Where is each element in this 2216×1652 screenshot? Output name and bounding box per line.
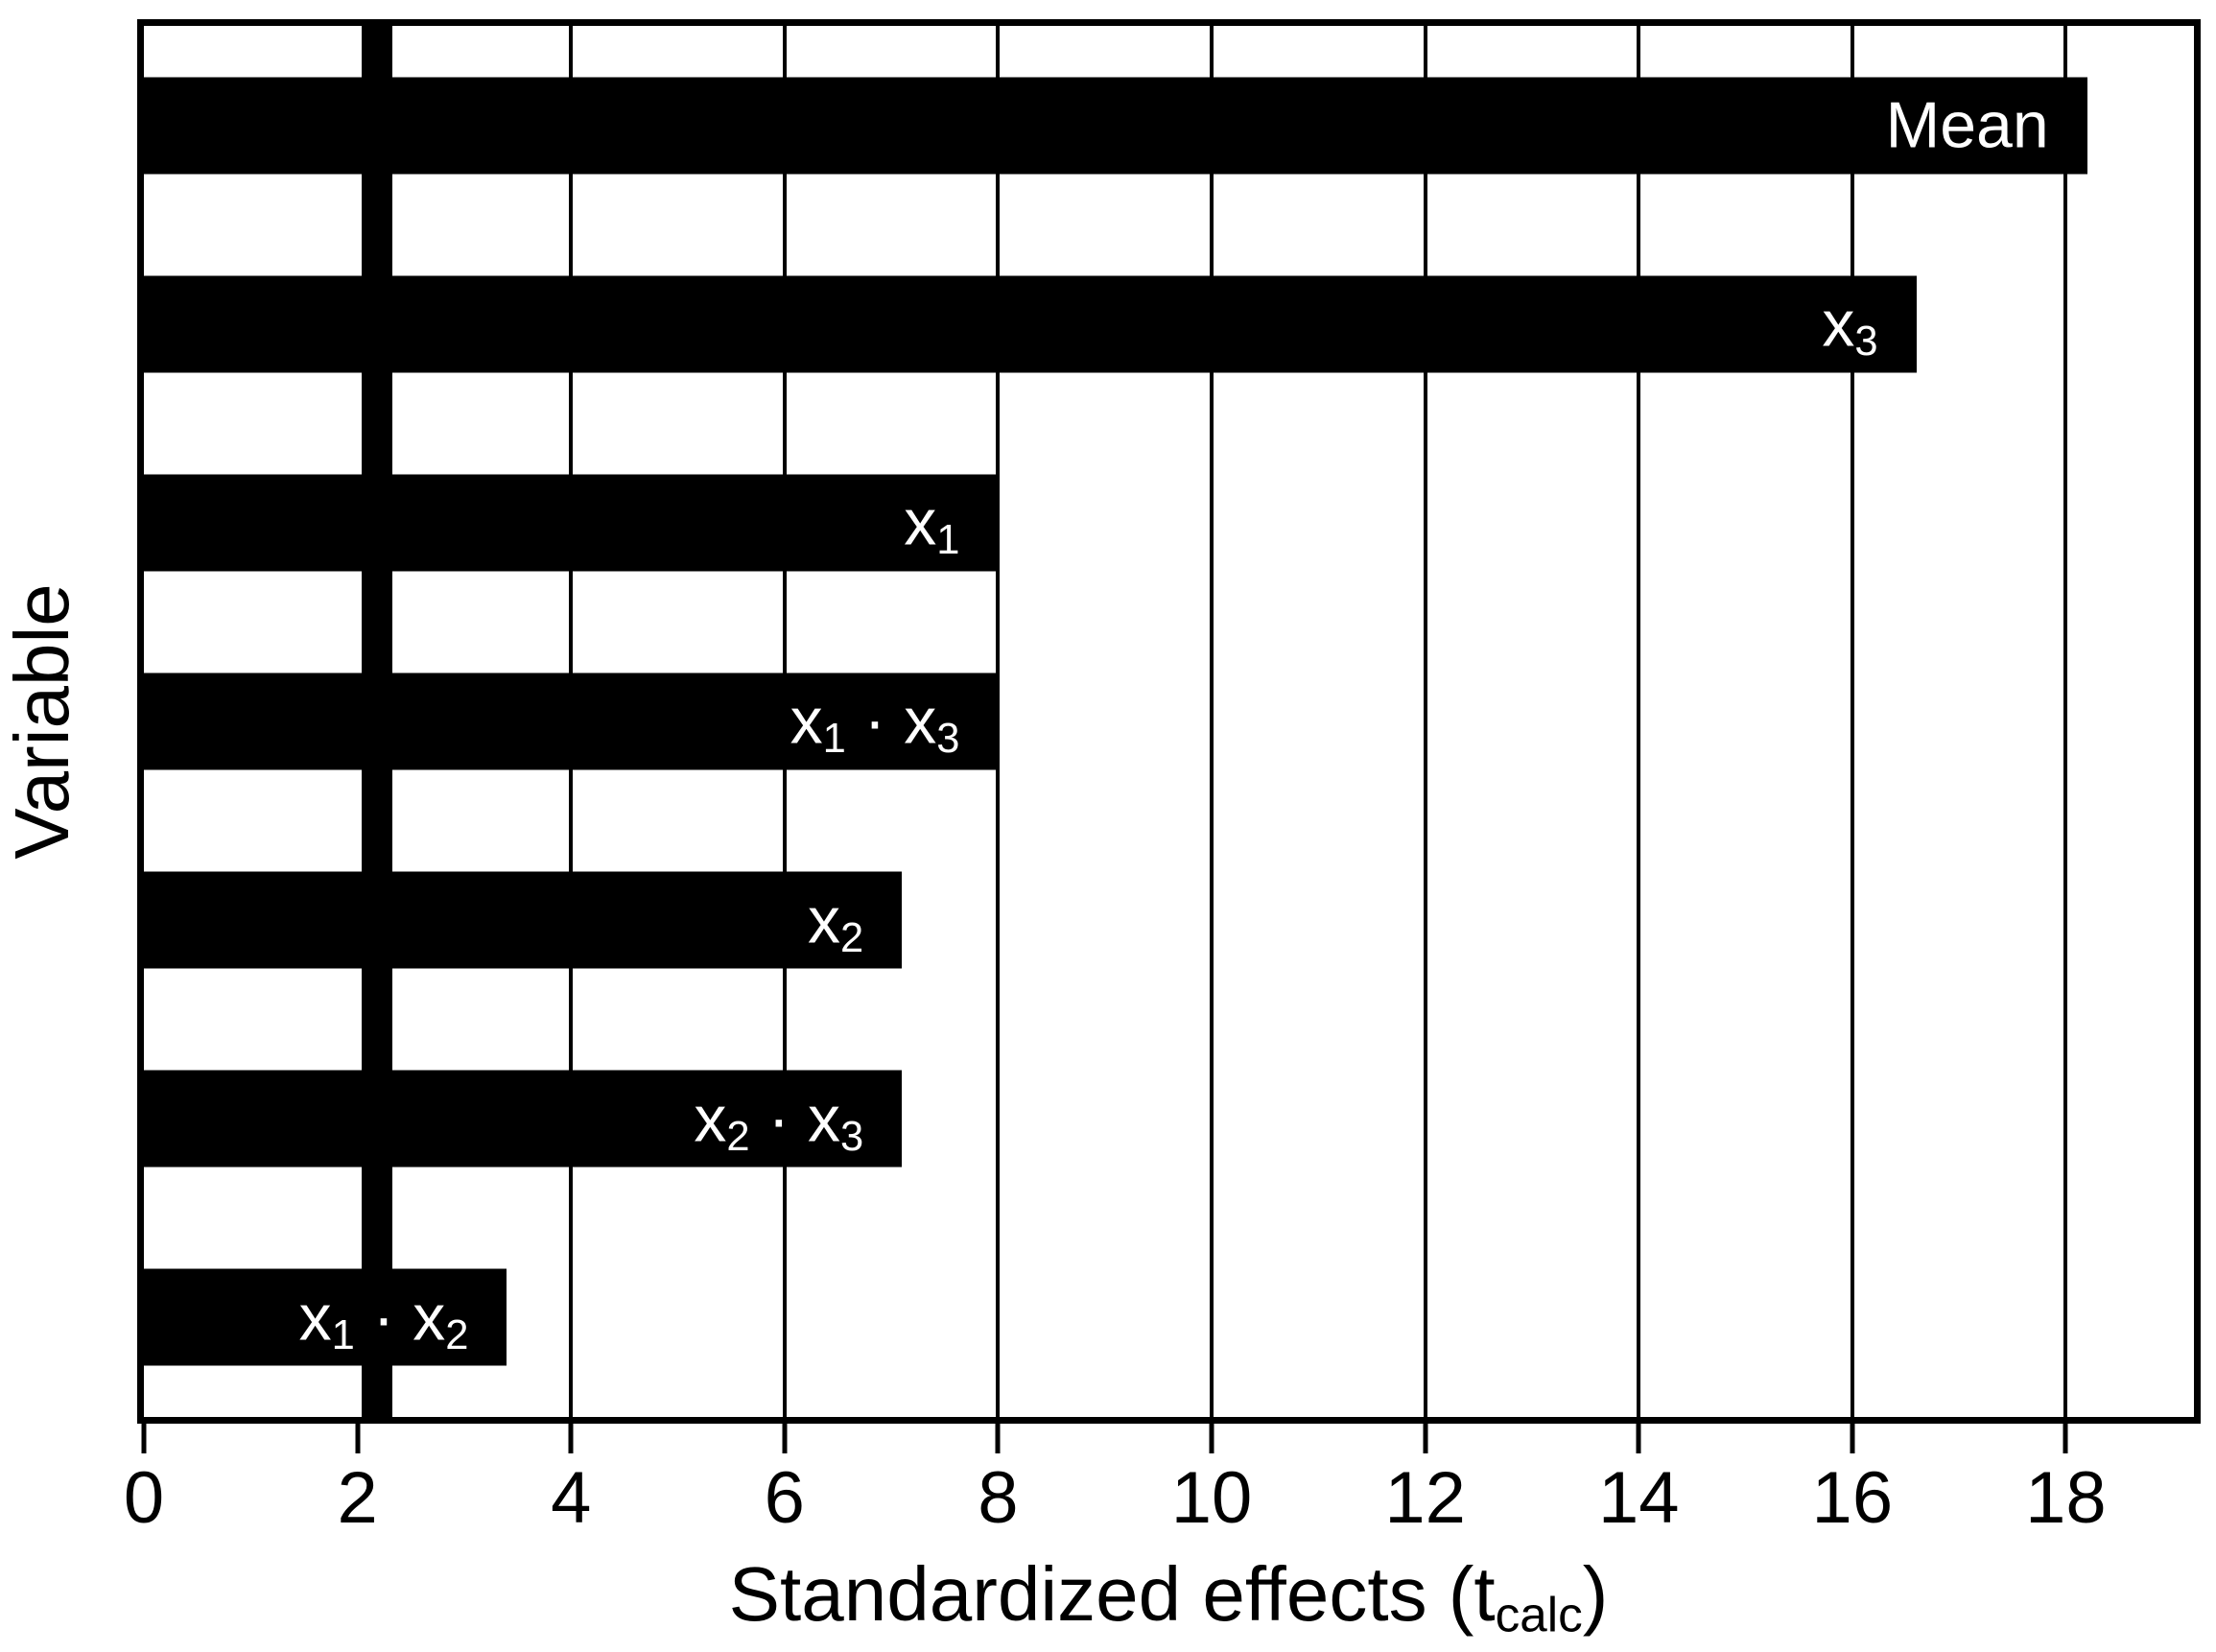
x-tick <box>782 1424 788 1453</box>
bar-row: x1 · x3 <box>144 622 2194 820</box>
x-tick <box>995 1424 1001 1453</box>
bar-row: x2 <box>144 821 2194 1020</box>
x-tick <box>2063 1424 2068 1453</box>
bar: x2 <box>144 871 903 969</box>
x-tick-label: 0 <box>123 1457 165 1539</box>
x-tick <box>141 1424 147 1453</box>
gridline <box>1637 26 1641 1417</box>
x-tick <box>1636 1424 1641 1453</box>
bar-label: x3 <box>1822 287 1878 366</box>
bar: x1 · x3 <box>144 673 999 770</box>
x-tick-label: 10 <box>1170 1457 1253 1539</box>
gridline <box>2063 26 2068 1417</box>
bar-row: x1 <box>144 423 2194 622</box>
x-tick <box>1209 1424 1214 1453</box>
bar-label: Mean <box>1885 88 2049 162</box>
x-tick <box>355 1424 361 1453</box>
x-tick-label: 6 <box>764 1457 805 1539</box>
x-tick-label: 18 <box>2025 1457 2107 1539</box>
bar-row: x1 · x2 <box>144 1218 2194 1417</box>
gridline <box>1423 26 1427 1417</box>
bar-row: x2 · x3 <box>144 1020 2194 1218</box>
x-tick-label: 8 <box>978 1457 1019 1539</box>
gridline <box>1210 26 1214 1417</box>
x-tick <box>1850 1424 1855 1453</box>
bar: x1 · x2 <box>144 1268 507 1366</box>
bar-row: Mean <box>144 26 2194 224</box>
gridline <box>1850 26 1854 1417</box>
y-axis-title: Variable <box>0 583 84 860</box>
bar-label: x2 <box>808 884 864 961</box>
bar: Mean <box>144 77 2087 175</box>
bar-row: x3 <box>144 224 2194 423</box>
x-tick <box>1423 1424 1428 1453</box>
x-tick-label: 14 <box>1597 1457 1680 1539</box>
x-tick <box>568 1424 574 1453</box>
bar-label: x1 · x2 <box>298 1281 469 1358</box>
bar: x3 <box>144 275 1917 373</box>
bar: x2 · x3 <box>144 1070 903 1168</box>
x-tick-label: 12 <box>1384 1457 1466 1539</box>
bar-label: x2 · x3 <box>694 1082 864 1160</box>
plot-inner: Mean x3 x1 x1 · x3 x2 x2 · x3 x1 · x2 <box>144 26 2194 1417</box>
bar-rows: Mean x3 x1 x1 · x3 x2 x2 · x3 x1 · x2 <box>144 26 2194 1417</box>
x-axis: 0 2 4 6 8 10 12 14 16 18 <box>124 1424 2194 1558</box>
gridline <box>996 26 1001 1417</box>
x-tick-label: 4 <box>551 1457 592 1539</box>
x-axis-title: Standardized effects (tcalc) <box>728 1551 1609 1642</box>
bar: x1 <box>144 474 999 572</box>
bar-label: x1 · x3 <box>790 684 960 763</box>
x-tick-label: 2 <box>337 1457 378 1539</box>
x-tick-label: 16 <box>1811 1457 1894 1539</box>
bar-label: x1 <box>904 485 960 564</box>
plot-area: Mean x3 x1 x1 · x3 x2 x2 · x3 x1 · x2 <box>137 19 2201 1424</box>
